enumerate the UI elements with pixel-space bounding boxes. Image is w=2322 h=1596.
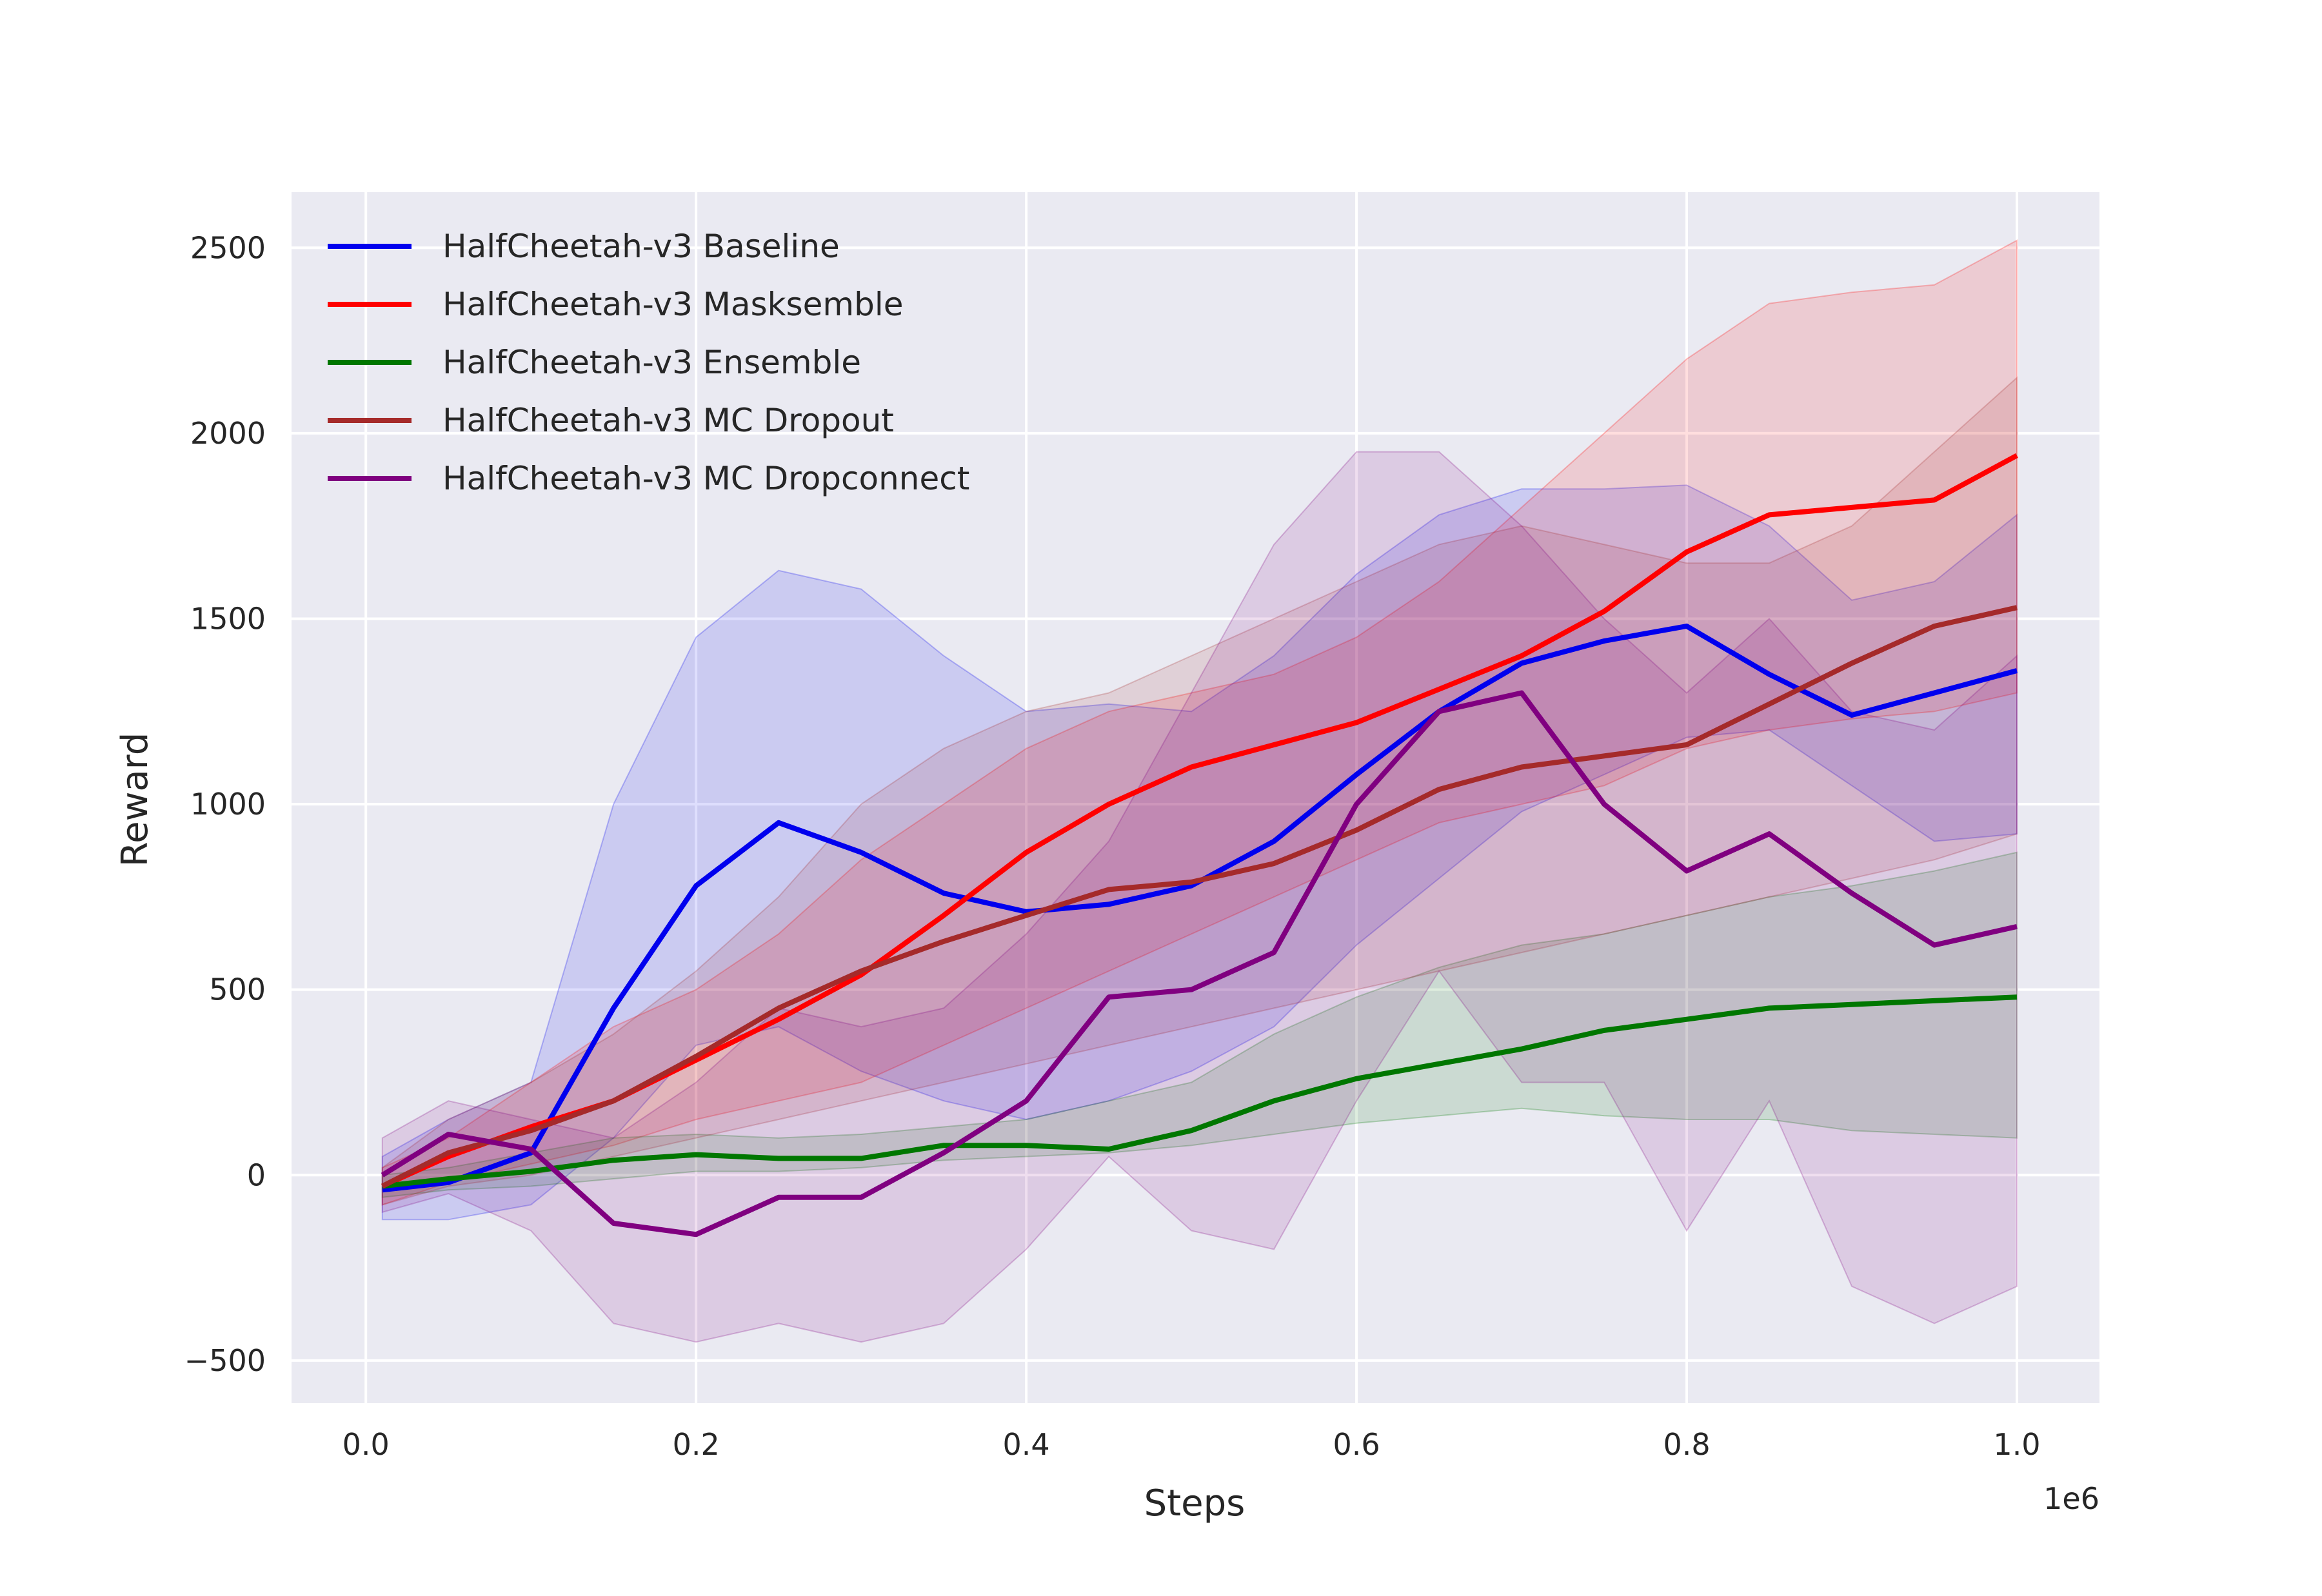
line-halfcheetah-v3-baseline bbox=[382, 624, 2018, 1193]
x-axis-label: Steps bbox=[1144, 1483, 1245, 1524]
y-tick-label: 1500 bbox=[190, 601, 266, 636]
confidence-bands bbox=[381, 239, 2018, 1343]
legend-label-halfcheetah-v3-mc-dropconnect: HalfCheetah-v3 MC Dropconnect bbox=[442, 460, 969, 497]
y-tick-label: −500 bbox=[184, 1343, 266, 1378]
tick-labels: 0.0 0.2 0.4 0.6 0.8 1.0 −500 0 500 1000 1500 2000 25… bbox=[184, 230, 2041, 1462]
band-halfcheetah-v3-ensemble bbox=[381, 851, 2018, 1198]
line-halfcheetah-v3-mc-dropout bbox=[381, 605, 2018, 1189]
line-halfcheetah-v3-ensemble bbox=[382, 994, 2018, 1189]
y-tick-label: 2500 bbox=[190, 230, 266, 265]
y-tick-label: 2000 bbox=[190, 416, 266, 451]
band-halfcheetah-v3-mc-dropconnect bbox=[381, 451, 2018, 1343]
y-tick-label: 500 bbox=[209, 972, 266, 1007]
legend-label-halfcheetah-v3-baseline: HalfCheetah-v3 Baseline bbox=[442, 228, 840, 265]
y-axis-label: Reward bbox=[114, 733, 156, 867]
x-offset-label: 1e6 bbox=[2043, 1481, 2099, 1516]
x-tick-label: 0.6 bbox=[1333, 1427, 1380, 1462]
x-tick-label: 0.2 bbox=[673, 1427, 720, 1462]
legend: HalfCheetah-v3 Baseline HalfCheetah-v3 Ma… bbox=[328, 228, 969, 497]
series-lines bbox=[381, 453, 2018, 1237]
grid-lines bbox=[292, 192, 2099, 1403]
legend-label-halfcheetah-v3-mc-dropout: HalfCheetah-v3 MC Dropout bbox=[442, 402, 894, 439]
legend-label-halfcheetah-v3-masksemble: HalfCheetah-v3 Masksemble bbox=[442, 286, 903, 323]
band-halfcheetah-v3-mc-dropout bbox=[381, 376, 2018, 1206]
x-tick-label: 0.0 bbox=[342, 1427, 390, 1462]
line-halfcheetah-v3-mc-dropconnect bbox=[381, 690, 2018, 1237]
band-halfcheetah-v3-masksemble bbox=[381, 239, 2018, 1206]
y-tick-label: 1000 bbox=[190, 787, 266, 822]
band-halfcheetah-v3-baseline bbox=[381, 484, 2018, 1221]
x-tick-label: 0.4 bbox=[1003, 1427, 1050, 1462]
x-tick-label: 0.8 bbox=[1663, 1427, 1710, 1462]
y-tick-label: 0 bbox=[247, 1158, 266, 1192]
legend-label-halfcheetah-v3-ensemble: HalfCheetah-v3 Ensemble bbox=[442, 344, 861, 381]
x-tick-label: 1.0 bbox=[1993, 1427, 2040, 1462]
